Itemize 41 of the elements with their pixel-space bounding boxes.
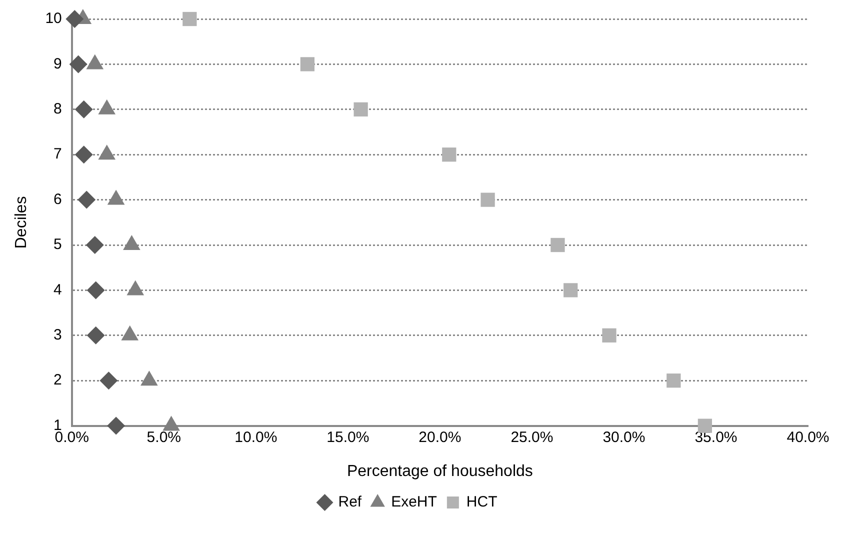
point	[86, 236, 104, 254]
point	[86, 281, 105, 300]
legend-label: Ref	[338, 494, 362, 511]
x-tick-label: 5.0%	[146, 428, 181, 446]
x-tick-label: 10.0%	[234, 428, 278, 446]
x-tick-label: 40.0%	[786, 428, 830, 446]
point	[107, 416, 126, 435]
y-tick-label: 9	[54, 55, 62, 72]
point	[354, 102, 368, 116]
point	[564, 283, 578, 298]
legend-label: HCT	[466, 494, 498, 511]
point	[86, 326, 105, 344]
point	[66, 10, 84, 28]
y-tick-label: 7	[54, 146, 62, 163]
y-axis-title: Deciles	[13, 196, 30, 249]
x-axis-title: Percentage of households	[346, 462, 533, 480]
point	[100, 372, 118, 390]
y-tick-label: 8	[54, 100, 62, 118]
point	[300, 57, 315, 72]
x-tick-label: 30.0%	[602, 428, 646, 446]
x-tick-label: 0.0%	[54, 428, 89, 446]
y-tick-label: 5	[54, 236, 62, 254]
point	[69, 55, 88, 74]
x-tick-label: 20.0%	[418, 428, 462, 446]
legend-label: ExeHT	[391, 494, 437, 511]
x-tick-label: 15.0%	[326, 428, 370, 446]
point	[480, 192, 495, 207]
point	[550, 238, 565, 252]
y-tick-label: 6	[54, 190, 62, 208]
x-tick-label: 25.0%	[510, 428, 554, 446]
y-tick-label: 4	[54, 281, 62, 298]
y-tick-label: 3	[54, 326, 62, 344]
point	[602, 328, 616, 342]
point	[442, 148, 456, 162]
y-tick-label: 10	[45, 10, 62, 28]
y-tick-label: 2	[54, 372, 62, 389]
point	[666, 374, 681, 388]
point	[78, 190, 96, 209]
point	[74, 100, 93, 118]
point	[74, 146, 93, 164]
point	[182, 12, 197, 26]
